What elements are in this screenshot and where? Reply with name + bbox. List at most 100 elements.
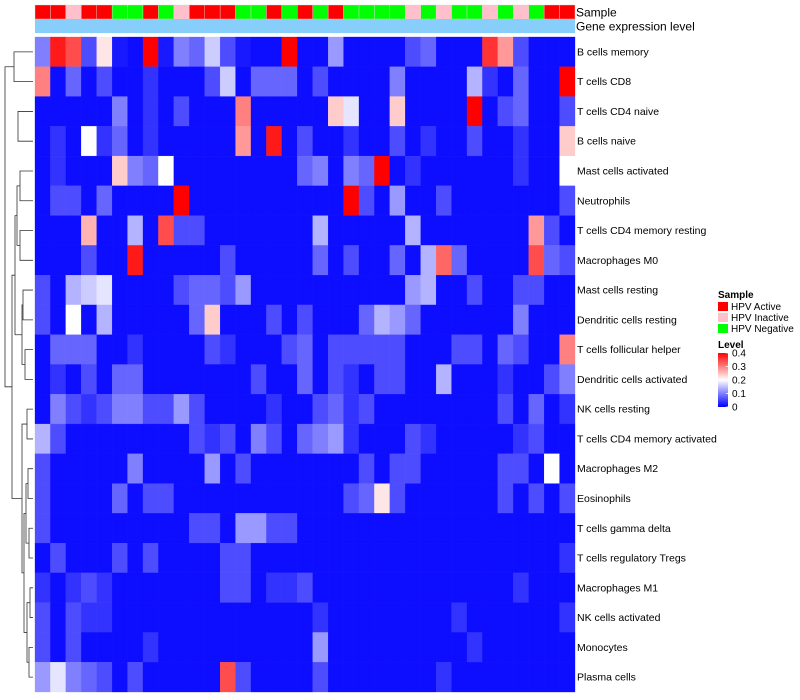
sample-annotation-cell [405, 4, 421, 20]
heatmap-cell [497, 572, 514, 603]
heatmap-cell [389, 275, 406, 306]
heatmap-cell [297, 572, 313, 603]
level-legend: Level 0.4 0.3 0.2 0.1 0 [718, 340, 746, 414]
heatmap-cell [266, 394, 283, 425]
heatmap-cell [559, 96, 576, 127]
heatmap-cell [81, 275, 97, 306]
heatmap-cell [189, 334, 205, 365]
heatmap-cell [312, 185, 329, 216]
heatmap-cell [482, 632, 499, 663]
heatmap-cell [420, 304, 437, 335]
heatmap-cell [451, 632, 468, 663]
heatmap-cell [173, 185, 190, 216]
heatmap-cell [81, 334, 97, 365]
heatmap-cell [111, 126, 128, 157]
heatmap-cell [513, 542, 529, 574]
heatmap-cell [96, 215, 113, 246]
heatmap-cell [405, 453, 421, 484]
heatmap-cell [497, 542, 514, 574]
heatmap-cell [420, 334, 437, 365]
heatmap-cell [204, 394, 221, 425]
row-label: Mast cells resting [577, 285, 658, 297]
heatmap-cell [34, 542, 51, 574]
heatmap-cell [420, 215, 437, 246]
heatmap-cell [111, 304, 128, 335]
heatmap-cell [250, 572, 267, 603]
heatmap-cell [266, 36, 283, 67]
heatmap-cell [559, 632, 576, 663]
heatmap-cell [189, 513, 205, 544]
heatmap-cell [435, 155, 452, 187]
heatmap-cell [497, 364, 514, 395]
heatmap-cell [297, 155, 313, 187]
dendrogram-branch [24, 349, 33, 380]
heatmap-cell [343, 394, 360, 425]
heatmap-cell [50, 423, 67, 454]
heatmap-cell [81, 245, 97, 276]
heatmap-cell [204, 334, 221, 365]
heatmap-cell [65, 36, 82, 67]
heatmap-cell [343, 36, 360, 67]
sample-annotation-cell [297, 4, 313, 20]
heatmap-cell [111, 334, 128, 365]
expression-annotation-label: Gene expression level [576, 20, 695, 34]
heatmap-cell [466, 542, 483, 574]
sample-annotation-cell [189, 4, 205, 20]
heatmap-cell [235, 245, 252, 276]
heatmap-cell [559, 662, 576, 693]
heatmap-cell [543, 334, 560, 365]
heatmap-cell [266, 155, 283, 187]
heatmap-cell [142, 66, 159, 97]
heatmap-cell [420, 602, 437, 633]
heatmap-cell [250, 602, 267, 633]
heatmap-cell [451, 483, 468, 514]
heatmap-cell [127, 36, 144, 67]
heatmap-cell [420, 66, 437, 97]
heatmap-cell [327, 215, 344, 246]
heatmap-cell [358, 394, 375, 425]
heatmap-cell [111, 185, 128, 216]
heatmap-cell [420, 632, 437, 663]
heatmap-cell [50, 126, 67, 157]
sample-annotation-cell [420, 4, 437, 20]
heatmap-cell [34, 66, 51, 97]
heatmap-cell [127, 126, 144, 157]
heatmap-cell [435, 126, 452, 157]
heatmap-cell [559, 572, 576, 603]
heatmap-cell [96, 542, 113, 574]
heatmap-cell [81, 215, 97, 246]
heatmap-cell [96, 602, 113, 633]
heatmap-cell [497, 632, 514, 663]
heatmap-cell [435, 542, 452, 574]
heatmap-cell [327, 572, 344, 603]
heatmap-cell [81, 96, 97, 127]
heatmap-cell [142, 185, 159, 216]
heatmap-cell [173, 96, 190, 127]
heatmap-cell [158, 542, 175, 574]
heatmap-cell [420, 572, 437, 603]
heatmap-cell [266, 423, 283, 454]
heatmap-cell [34, 126, 51, 157]
heatmap-cell [466, 364, 483, 395]
heatmap-cell [34, 632, 51, 663]
row-label: Dendritic cells activated [577, 374, 687, 386]
heatmap-cell [173, 542, 190, 574]
heatmap-cell [266, 185, 283, 216]
heatmap-cell [327, 364, 344, 395]
heatmap-cell [405, 155, 421, 187]
sample-annotation-cell [173, 4, 190, 20]
sample-legend-title: Sample [718, 290, 754, 301]
heatmap-cell [281, 215, 298, 246]
heatmap-cell [389, 394, 406, 425]
heatmap-cell [343, 513, 360, 544]
heatmap-cell [358, 96, 375, 127]
heatmap-cell [158, 602, 175, 633]
heatmap-cell [451, 602, 468, 633]
heatmap-cell [173, 275, 190, 306]
heatmap-cell [389, 245, 406, 276]
dendrogram-branch [26, 408, 33, 440]
heatmap-cell [435, 334, 452, 365]
heatmap-cell [204, 155, 221, 187]
heatmap-cell [528, 155, 545, 187]
